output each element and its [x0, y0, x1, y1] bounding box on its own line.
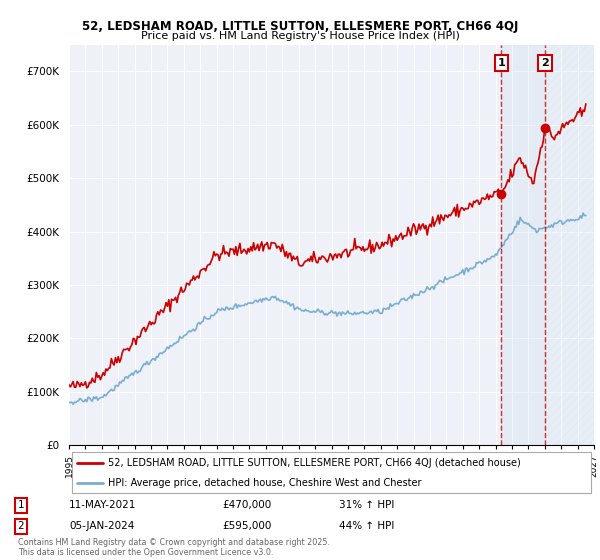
Text: 1: 1	[497, 58, 505, 68]
Text: HPI: Average price, detached house, Cheshire West and Chester: HPI: Average price, detached house, Ches…	[109, 478, 422, 488]
Bar	[502, 45, 545, 445]
Bar	[545, 45, 594, 445]
Text: £470,000: £470,000	[222, 500, 271, 510]
Text: 31% ↑ HPI: 31% ↑ HPI	[339, 500, 394, 510]
FancyBboxPatch shape	[71, 452, 592, 493]
Text: 44% ↑ HPI: 44% ↑ HPI	[339, 521, 394, 531]
Text: 2: 2	[17, 521, 25, 531]
Text: 2: 2	[541, 58, 549, 68]
Text: 11-MAY-2021: 11-MAY-2021	[69, 500, 136, 510]
Text: Contains HM Land Registry data © Crown copyright and database right 2025.
This d: Contains HM Land Registry data © Crown c…	[18, 538, 330, 557]
Text: Price paid vs. HM Land Registry's House Price Index (HPI): Price paid vs. HM Land Registry's House …	[140, 31, 460, 41]
Text: £595,000: £595,000	[222, 521, 271, 531]
Text: 1: 1	[17, 500, 25, 510]
Text: 05-JAN-2024: 05-JAN-2024	[69, 521, 134, 531]
Text: 52, LEDSHAM ROAD, LITTLE SUTTON, ELLESMERE PORT, CH66 4QJ: 52, LEDSHAM ROAD, LITTLE SUTTON, ELLESME…	[82, 20, 518, 32]
Text: 52, LEDSHAM ROAD, LITTLE SUTTON, ELLESMERE PORT, CH66 4QJ (detached house): 52, LEDSHAM ROAD, LITTLE SUTTON, ELLESME…	[109, 458, 521, 468]
